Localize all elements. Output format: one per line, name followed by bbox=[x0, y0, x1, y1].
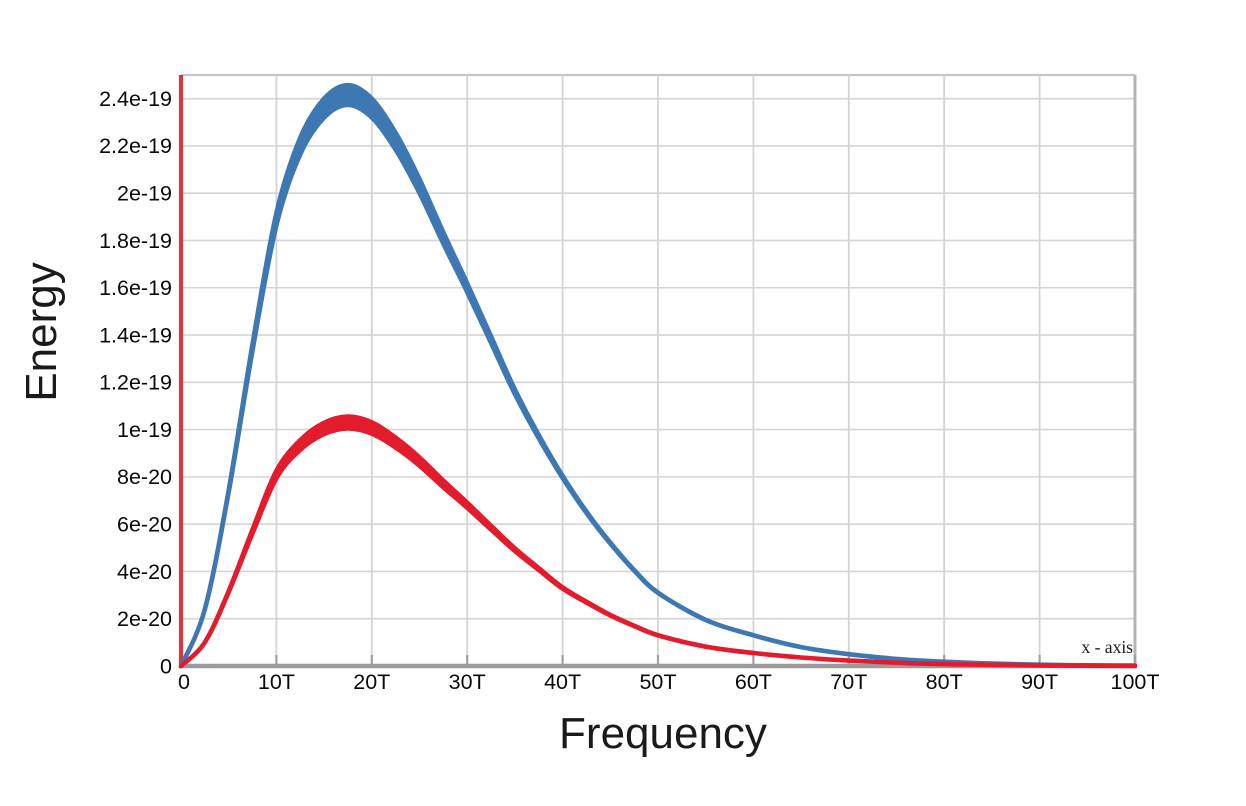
x-axis-title: Frequency bbox=[559, 709, 767, 758]
y-tick-label: 1.2e-19 bbox=[99, 371, 172, 395]
series-layer bbox=[178, 82, 1138, 669]
y-tick-label: 2e-19 bbox=[117, 182, 172, 206]
series-red-curve bbox=[178, 414, 1138, 669]
y-tick-label: 1.6e-19 bbox=[99, 276, 172, 300]
y-tick-label: 2.2e-19 bbox=[99, 134, 172, 158]
x-tick-label: 40T bbox=[544, 670, 581, 694]
x-axis-annotation: x - axis bbox=[1081, 637, 1133, 657]
y-tick-label: 0 bbox=[160, 654, 172, 678]
y-tick-label: 1e-19 bbox=[117, 418, 172, 442]
x-tick-label: 80T bbox=[926, 670, 963, 694]
y-tick-label: 2.4e-19 bbox=[99, 87, 172, 111]
x-tick-label: 60T bbox=[735, 670, 772, 694]
x-tick-label: 90T bbox=[1021, 670, 1058, 694]
x-tick-label: 20T bbox=[353, 670, 390, 694]
x-tick-label: 100T bbox=[1110, 670, 1159, 694]
y-tick-label: 4e-20 bbox=[117, 560, 172, 584]
y-tick-label: 1.8e-19 bbox=[99, 229, 172, 253]
x-tick-label: 0 bbox=[178, 670, 190, 694]
y-tick-label: 6e-20 bbox=[117, 512, 172, 536]
x-tick-label: 50T bbox=[639, 670, 676, 694]
y-tick-label: 2e-20 bbox=[117, 607, 172, 631]
x-tick-label: 10T bbox=[258, 670, 295, 694]
x-tick-label: 70T bbox=[830, 670, 867, 694]
y-tick-label: 1.4e-19 bbox=[99, 323, 172, 347]
y-axis-title: Energy bbox=[17, 262, 66, 401]
x-tick-label: 30T bbox=[449, 670, 486, 694]
y-tick-label: 8e-20 bbox=[117, 465, 172, 489]
tick-label-layer: 0 2e-20 4e-20 6e-20 8e-20 1e-19 1.2e-19 1.4e-19… bbox=[99, 87, 1159, 694]
grid-layer bbox=[181, 73, 1137, 666]
